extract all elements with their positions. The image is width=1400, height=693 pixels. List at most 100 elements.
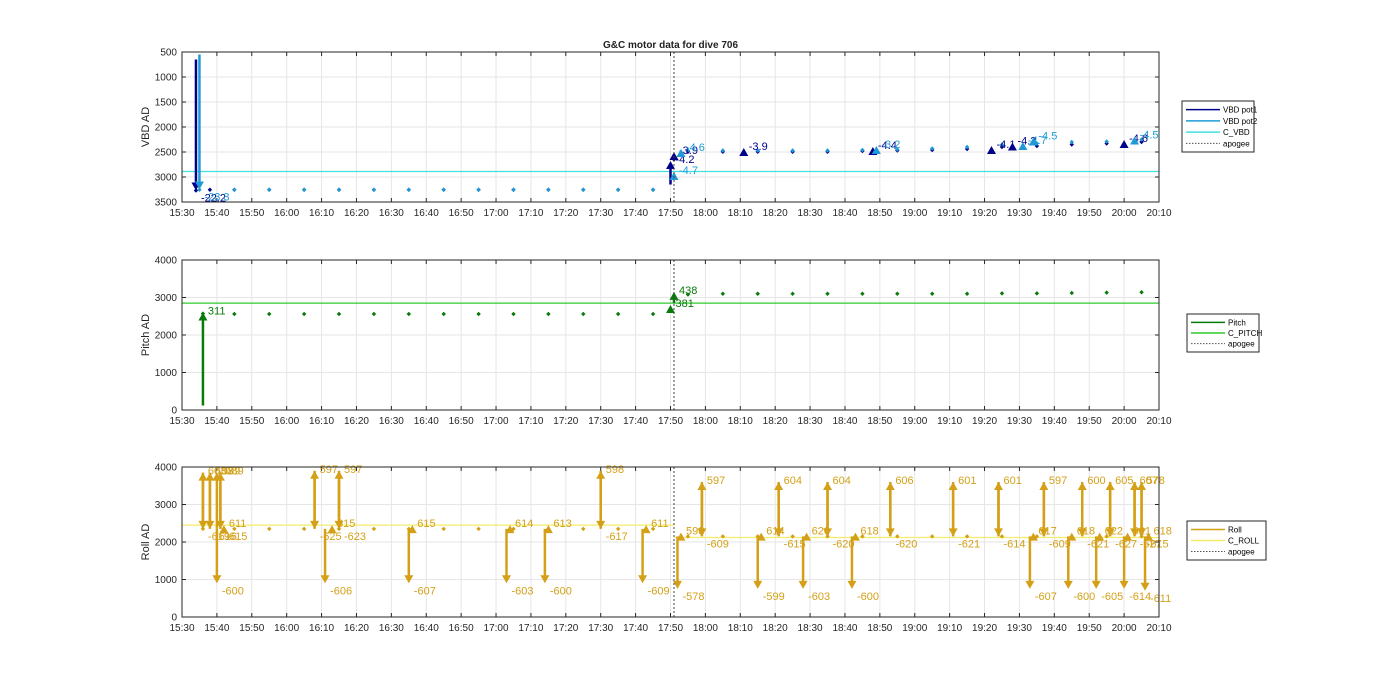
data-point	[581, 311, 586, 317]
data-point	[929, 291, 935, 296]
event-label: -603	[808, 591, 830, 603]
event-arrowhead	[543, 525, 553, 534]
event-label: 607	[1140, 475, 1158, 487]
x-tick-label: 19:20	[972, 416, 997, 427]
x-tick-label: 15:30	[169, 208, 194, 219]
event-label: -3.2	[881, 139, 900, 151]
x-tick-label: 15:50	[239, 208, 264, 219]
x-tick-label: 18:00	[693, 416, 718, 427]
x-tick-label: 17:10	[518, 623, 543, 634]
data-point	[301, 526, 307, 532]
x-tick-label: 18:40	[832, 208, 857, 219]
x-tick-label: 17:40	[623, 208, 648, 219]
data-point	[685, 534, 691, 539]
x-tick-label: 19:30	[1007, 416, 1032, 427]
x-tick-label: 20:10	[1146, 416, 1171, 427]
event-label: 597	[320, 464, 338, 476]
event-label: -621	[958, 538, 980, 550]
event-arrowhead	[847, 580, 857, 589]
event-arrowhead	[1130, 528, 1140, 537]
legend-label: apogee	[1228, 340, 1255, 349]
event-arrowhead	[1039, 528, 1049, 537]
event-arrowhead	[407, 525, 417, 534]
event-arrowhead	[596, 520, 606, 529]
event-label: -614	[1003, 538, 1025, 550]
data-point	[720, 291, 726, 296]
legend-label: C_VBD	[1223, 128, 1250, 137]
data-point	[685, 292, 691, 297]
data-point	[511, 187, 516, 192]
event-arrowhead	[739, 148, 749, 156]
y-tick-label: 3500	[155, 198, 178, 209]
event-label: -609	[648, 585, 670, 597]
x-tick-label: 17:20	[553, 416, 578, 427]
data-point	[1034, 143, 1040, 149]
event-label: -578	[682, 591, 704, 603]
x-tick-label: 18:30	[798, 416, 823, 427]
event-arrowhead	[1137, 528, 1147, 537]
event-label: -599	[763, 591, 785, 603]
y-tick-label: 2000	[155, 123, 178, 134]
data-point	[336, 187, 342, 192]
event-label: 601	[1003, 475, 1021, 487]
event-arrowhead	[1095, 532, 1105, 541]
data-point	[615, 526, 621, 532]
event-label: 311	[208, 306, 226, 318]
data-point	[964, 291, 970, 296]
x-tick-label: 19:40	[1042, 416, 1067, 427]
event-label: -600	[857, 591, 879, 603]
event-label: -4.7	[679, 165, 698, 177]
legend-label: Pitch	[1228, 318, 1246, 327]
data-point	[301, 187, 307, 192]
event-arrowhead	[871, 146, 881, 154]
data-point	[964, 144, 970, 150]
event-label: 618	[1154, 526, 1172, 538]
event-label: 438	[679, 285, 697, 297]
x-tick-label: 19:50	[1077, 623, 1102, 634]
event-arrowhead	[1018, 142, 1028, 150]
data-point	[929, 146, 935, 151]
x-tick-label: 20:10	[1146, 623, 1171, 634]
event-label: 617	[1038, 526, 1056, 538]
y-axis-label: VBD AD	[140, 107, 152, 147]
event-label: -605	[1101, 591, 1123, 603]
event-arrowhead	[676, 532, 686, 541]
y-tick-label: 3000	[155, 173, 178, 184]
x-tick-label: 17:00	[484, 623, 509, 634]
event-arrowhead	[987, 146, 997, 154]
legend-label: VBD pot2	[1223, 117, 1258, 126]
event-arrowhead	[666, 305, 675, 313]
event-arrowhead	[1091, 580, 1101, 589]
data-point	[1139, 137, 1144, 142]
x-tick-label: 16:30	[379, 416, 404, 427]
data-point	[999, 291, 1005, 296]
event-arrowhead	[753, 580, 763, 589]
x-tick-label: 17:10	[518, 208, 543, 219]
legend-label: C_ROLL	[1228, 537, 1260, 546]
event-label: 611	[229, 518, 247, 530]
x-tick-label: 20:00	[1112, 623, 1137, 634]
x-tick-label: 16:10	[309, 416, 334, 427]
x-tick-label: 16:00	[274, 416, 299, 427]
data-point	[193, 188, 199, 193]
x-tick-label: 17:30	[588, 208, 613, 219]
x-tick-label: 16:00	[274, 208, 299, 219]
data-point	[929, 534, 935, 539]
event-arrowhead	[1123, 532, 1133, 541]
data-point	[232, 311, 237, 317]
x-tick-label: 17:00	[484, 208, 509, 219]
event-arrowhead	[320, 575, 330, 584]
data-point	[267, 526, 272, 532]
x-tick-label: 15:30	[169, 623, 194, 634]
event-arrowhead	[669, 291, 679, 300]
x-tick-label: 15:40	[204, 623, 229, 634]
event-label: -600	[1073, 591, 1095, 603]
event-label: -615	[1147, 538, 1169, 550]
data-point	[790, 534, 795, 539]
event-arrowhead	[1028, 137, 1038, 146]
y-tick-label: 1000	[155, 575, 178, 586]
x-tick-label: 17:20	[553, 208, 578, 219]
x-tick-label: 15:50	[239, 623, 264, 634]
